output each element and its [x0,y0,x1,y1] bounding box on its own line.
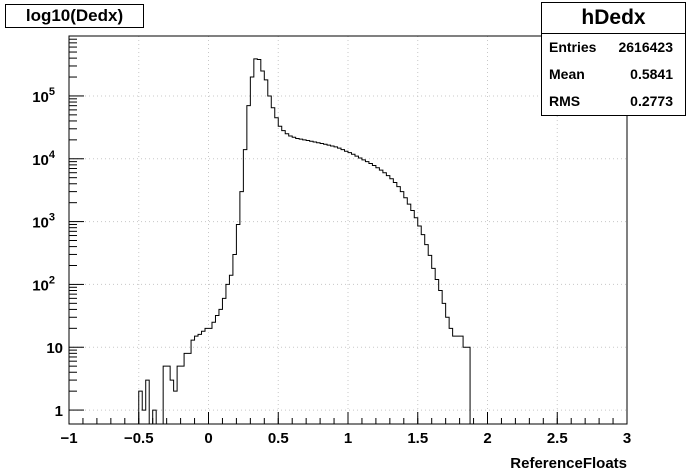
stats-value: 2616423 [618,39,673,55]
x-axis-label: ReferenceFloats [510,455,627,472]
histogram-bar-group [162,58,471,424]
y-tick-label: 10 [46,340,63,357]
stats-value: 0.2773 [630,93,673,109]
x-tick-label: 1 [344,430,352,447]
y-tick-label: 1 [55,403,63,420]
x-tick-label: 0.5 [268,430,289,447]
x-axis-ticks: −1 −0.5 0 0.5 1 1.5 2 2.5 3 [60,412,631,447]
x-tick-label: 3 [623,430,631,447]
stats-title: hDedx [542,3,685,34]
stats-box: hDedx Entries 2616423 Mean 0.5841 RMS 0.… [541,2,686,116]
x-tick-label: 0 [204,430,212,447]
histogram-bar-group [152,409,157,424]
x-tick-label: 1.5 [407,430,428,447]
x-tick-label: −0.5 [124,430,154,447]
stats-value: 0.5841 [630,66,673,82]
x-tick-label: 2.5 [547,430,568,447]
y-tick-label: 103 [32,212,55,232]
histogram-bar-group [138,379,150,424]
stats-label: RMS [549,93,581,109]
chart-title: log10(Dedx) [5,4,144,28]
stats-label: Entries [549,39,597,55]
y-tick-label: 102 [32,274,55,294]
y-tick-label: 104 [32,149,56,169]
histogram-series [138,58,471,424]
stats-row-mean: Mean 0.5841 [542,61,685,88]
stats-row-rms: RMS 0.2773 [542,88,685,115]
x-tick-label: −1 [60,430,77,447]
y-axis-ticks: 1 10 102 103 104 105 [32,35,84,420]
stats-row-entries: Entries 2616423 [542,34,685,61]
y-tick-label: 105 [32,86,55,106]
stats-label: Mean [549,66,585,82]
x-tick-label: 2 [483,430,491,447]
